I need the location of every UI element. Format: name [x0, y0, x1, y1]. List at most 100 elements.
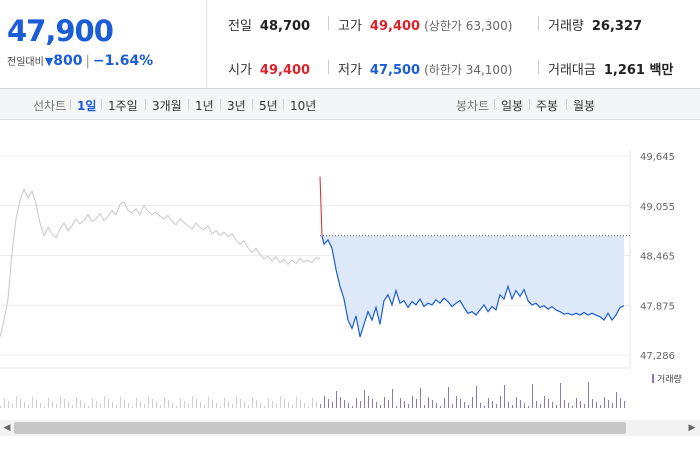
volume-bar	[428, 397, 429, 408]
price-summary: 47,900 전일대비▼800 | −1.64% 전일 48,700 시가 49,400…	[0, 0, 700, 89]
down-triangle-icon: ▼	[44, 55, 54, 68]
volume-bar	[600, 405, 601, 408]
volume-bar	[560, 383, 561, 408]
volume-bar	[212, 400, 213, 408]
period-tab-3y[interactable]: 3년	[227, 99, 246, 113]
volume-bar	[148, 396, 149, 408]
volume-bar	[528, 406, 529, 408]
volume-bar	[124, 400, 125, 408]
change-row: 전일대비▼800 | −1.64%	[7, 53, 153, 69]
volume-bar	[76, 397, 77, 408]
volume-bar	[248, 405, 249, 408]
prev-close-cell: 전일 48,700	[228, 15, 310, 34]
volume-bar	[108, 399, 109, 408]
volume-bar	[4, 398, 5, 408]
volume-bar	[516, 397, 517, 408]
volume-legend-swatch	[652, 374, 654, 383]
volume-bar	[128, 403, 129, 408]
prev-close-value: 48,700	[259, 19, 311, 34]
volume-bar	[440, 406, 441, 408]
volume-bar	[412, 396, 413, 408]
volume-bar	[324, 396, 325, 408]
volume-bar	[156, 402, 157, 408]
volume-bar	[432, 400, 433, 408]
y-tick-label: 49,055	[640, 202, 675, 213]
volume-bar	[312, 398, 313, 408]
volume-bar	[100, 404, 101, 408]
scrollbar-thumb[interactable]	[14, 422, 626, 434]
volume-bar	[436, 403, 437, 408]
intraday-price-chart: 49,645 49,055 48,465 47,875 47,286 거래량	[0, 150, 682, 408]
high-value: 49,400	[369, 19, 421, 34]
divider	[145, 99, 146, 110]
volume-bar	[52, 401, 53, 408]
volume-bar	[228, 401, 229, 408]
volume-bar	[220, 406, 221, 408]
volume-bar	[400, 398, 401, 408]
volume-bar	[564, 400, 565, 408]
volume-bar	[196, 399, 197, 408]
chart-scrollbar[interactable]: ◀ ▶	[0, 420, 700, 436]
volume-bar	[520, 400, 521, 408]
amount-label: 거래대금	[548, 63, 596, 78]
volume-bar	[28, 405, 29, 408]
volume-value: 26,327	[591, 19, 643, 34]
volume-bar	[496, 404, 497, 408]
amount-value: 1,261 백만	[603, 63, 674, 78]
candle-chart-label: 봉차트	[456, 99, 490, 113]
volume-bar	[12, 404, 13, 408]
prev-close-label: 전일	[228, 19, 252, 34]
volume-bar	[72, 405, 73, 408]
today-fill-area	[322, 235, 624, 337]
volume-bar	[240, 399, 241, 408]
period-tab-1d[interactable]: 1일	[77, 99, 97, 113]
volume-bar	[448, 387, 449, 408]
period-tab-5y[interactable]: 5년	[259, 99, 278, 113]
volume-bar	[424, 405, 425, 408]
volume-bar	[296, 397, 297, 408]
volume-bar	[476, 386, 477, 408]
low-value: 47,500	[369, 63, 421, 78]
volume-bar	[396, 406, 397, 408]
volume-bar	[292, 405, 293, 408]
divider	[220, 99, 221, 110]
chart-toolbar: 선차트 1일 1주일 3개월 1년 3년 5년 10년 봉차트 일봉 주봉 월봉	[0, 89, 700, 120]
period-tab-3m[interactable]: 3개월	[152, 99, 182, 113]
volume-bar	[320, 404, 321, 408]
period-tab-10y[interactable]: 10년	[290, 99, 317, 113]
volume-bar	[40, 403, 41, 408]
volume-bar	[588, 382, 589, 408]
volume-bar	[352, 406, 353, 408]
candle-tab-daily[interactable]: 일봉	[501, 99, 524, 113]
volume-bar	[492, 401, 493, 408]
volume-bar	[280, 396, 281, 408]
volume-bar	[144, 404, 145, 408]
volume-bar	[152, 399, 153, 408]
volume-bar	[572, 406, 573, 408]
candle-tab-monthly[interactable]: 월봉	[573, 99, 596, 113]
volume-bar	[200, 402, 201, 408]
volume-bar	[204, 405, 205, 408]
scroll-right-icon[interactable]: ▶	[688, 423, 696, 433]
scroll-left-icon[interactable]: ◀	[3, 423, 11, 433]
high-cell: 고가 49,400 (상한가 63,300)	[338, 15, 512, 34]
volume-bar	[24, 402, 25, 408]
volume-bar	[120, 397, 121, 408]
opening-spike	[319, 176, 323, 236]
period-tab-1y[interactable]: 1년	[195, 99, 214, 113]
previous-day-line	[0, 188, 321, 338]
volume-bar	[356, 398, 357, 408]
volume-bar	[512, 405, 513, 408]
volume-bar	[300, 400, 301, 408]
volume-bar	[284, 399, 285, 408]
volume-bar	[612, 403, 613, 408]
volume-bar	[484, 406, 485, 408]
volume-bar	[308, 406, 309, 408]
candle-tab-weekly[interactable]: 주봉	[536, 99, 559, 113]
volume-bar	[32, 397, 33, 408]
divider	[101, 99, 102, 110]
volume-bar	[616, 392, 617, 408]
volume-bar	[404, 401, 405, 408]
period-tab-1w[interactable]: 1주일	[108, 99, 138, 113]
low-label: 저가	[338, 63, 362, 78]
